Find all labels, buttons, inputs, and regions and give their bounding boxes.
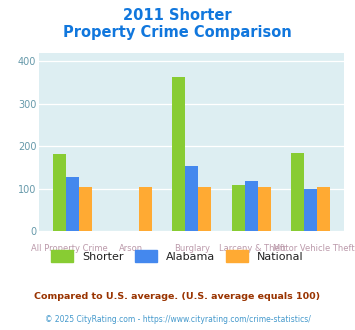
Text: 2011 Shorter: 2011 Shorter xyxy=(123,8,232,23)
Bar xyxy=(291,152,304,231)
Text: © 2025 CityRating.com - https://www.cityrating.com/crime-statistics/: © 2025 CityRating.com - https://www.city… xyxy=(45,315,310,324)
Text: Burglary: Burglary xyxy=(174,244,210,253)
Bar xyxy=(258,187,271,231)
Text: Property Crime Comparison: Property Crime Comparison xyxy=(63,25,292,40)
Bar xyxy=(317,187,331,231)
Legend: Shorter, Alabama, National: Shorter, Alabama, National xyxy=(47,246,308,267)
Bar xyxy=(172,78,185,231)
Bar xyxy=(53,154,66,231)
Bar xyxy=(304,188,317,231)
Text: Arson: Arson xyxy=(119,244,143,253)
Text: Motor Vehicle Theft: Motor Vehicle Theft xyxy=(273,244,355,253)
Bar xyxy=(79,187,92,231)
Bar xyxy=(66,177,79,231)
Text: All Property Crime: All Property Crime xyxy=(31,244,108,253)
Bar xyxy=(198,187,211,231)
Bar xyxy=(139,187,152,231)
Bar xyxy=(245,181,258,231)
Text: Larceny & Theft: Larceny & Theft xyxy=(219,244,286,253)
Bar xyxy=(231,185,245,231)
Bar xyxy=(185,166,198,231)
Text: Compared to U.S. average. (U.S. average equals 100): Compared to U.S. average. (U.S. average … xyxy=(34,292,321,301)
